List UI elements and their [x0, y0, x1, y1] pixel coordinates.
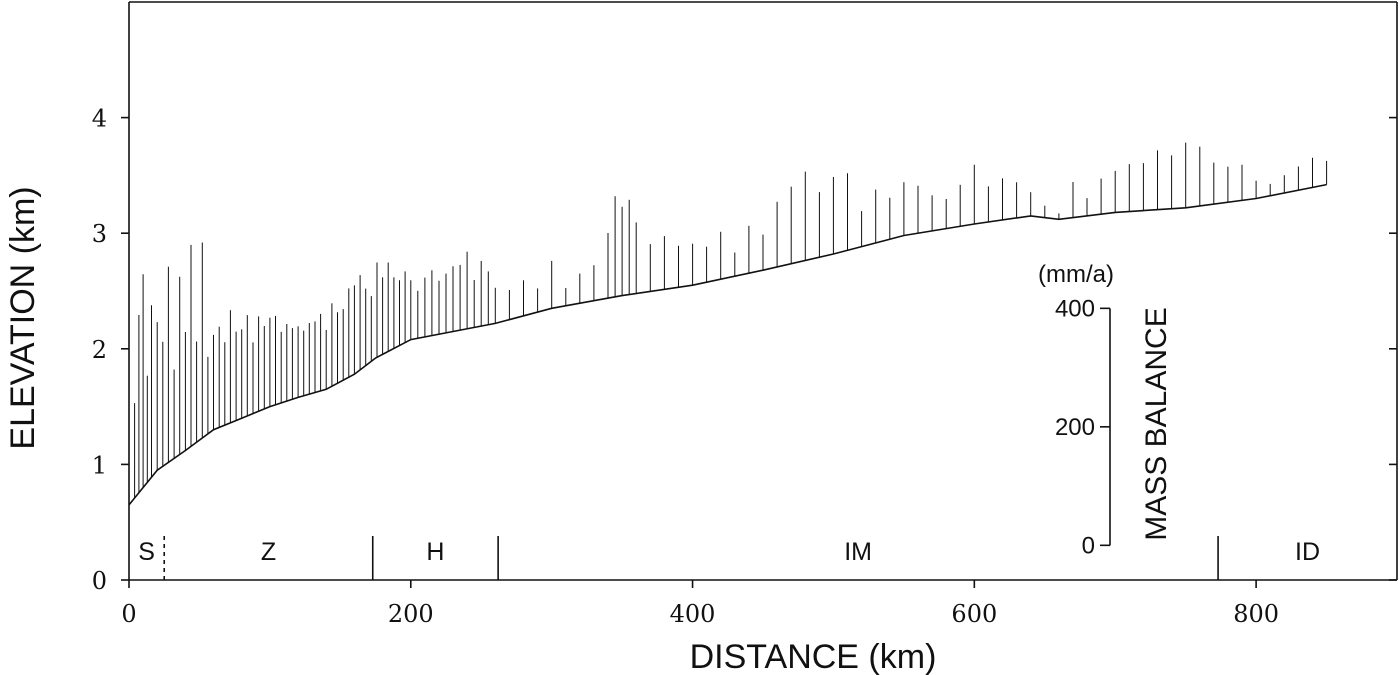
x-tick-label: 0	[121, 600, 136, 628]
y-tick-label: 3	[92, 220, 107, 248]
y-axis-title: ELEVATION (km)	[4, 186, 42, 449]
x-tick-label: 800	[1233, 600, 1279, 628]
x-tick-label: 600	[951, 600, 997, 628]
mass-balance-title: MASS BALANCE	[1140, 307, 1173, 540]
mass-balance-axis: 0 200 400	[1055, 295, 1111, 559]
x-axis: 0 200 400 600 800	[121, 580, 1279, 628]
mass-balance-tick-label: 400	[1055, 295, 1095, 322]
zone-label: S	[138, 538, 155, 566]
x-tick-label: 200	[388, 600, 434, 628]
x-tick-label: 400	[670, 600, 716, 628]
y-tick-label: 1	[92, 451, 107, 479]
mass-balance-tick-label: 0	[1082, 532, 1095, 559]
y-tick-label: 4	[92, 105, 107, 133]
x-axis-title: DISTANCE (km)	[690, 638, 937, 675]
plot-frame	[128, 1, 1398, 581]
mass-balance-bars	[134, 142, 1328, 498]
zone-label: Z	[261, 538, 276, 566]
mass-balance-unit: (mm/a)	[1038, 261, 1114, 288]
zone-label: H	[426, 538, 444, 566]
zone-label: IM	[844, 538, 872, 566]
zone-label: ID	[1295, 538, 1320, 566]
y-axis: 0 1 2 3 4	[92, 105, 1397, 595]
y-tick-label: 2	[92, 336, 107, 364]
glacier-zones: S Z H IM ID	[138, 536, 1320, 580]
y-tick-label: 0	[92, 567, 107, 595]
mass-balance-tick-label: 200	[1055, 414, 1095, 441]
